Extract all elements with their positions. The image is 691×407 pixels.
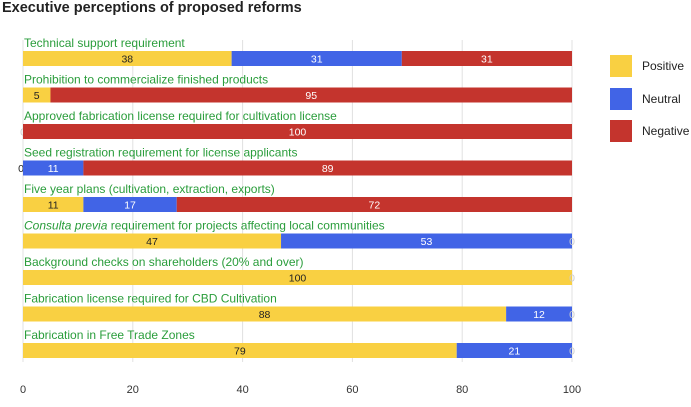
legend-swatch-negative — [610, 120, 632, 142]
category-label: Approved fabrication license required fo… — [24, 109, 337, 123]
x-tick-label: 20 — [127, 384, 139, 396]
category-label: Fabrication license required for CBD Cul… — [24, 292, 277, 306]
data-label: 88 — [259, 309, 271, 321]
x-tick-label: 80 — [456, 384, 468, 396]
legend-item-positive: Positive — [610, 55, 684, 77]
x-tick-label: 0 — [20, 384, 26, 396]
data-label: 31 — [311, 54, 323, 66]
bar-segment-negative — [176, 197, 572, 212]
category-label: Five year plans (cultivation, extraction… — [24, 182, 275, 196]
legend-item-neutral: Neutral — [610, 88, 681, 110]
data-label: 0 — [18, 163, 24, 175]
bar-segment-neutral — [23, 160, 84, 176]
legend-label-negative: Negative — [642, 124, 690, 138]
bar-segment-neutral — [456, 343, 572, 358]
legend-item-negative: Negative — [610, 120, 689, 142]
data-label: 72 — [369, 200, 381, 212]
data-label: 0 — [569, 309, 575, 321]
data-label: 100 — [289, 127, 307, 139]
chart-title: Executive perceptions of proposed reform… — [2, 0, 302, 16]
data-label: 12 — [533, 309, 545, 321]
data-label: 0 — [569, 236, 575, 248]
bar-segment-positive — [23, 233, 282, 249]
legend-swatch-neutral — [610, 88, 632, 110]
data-label: 89 — [322, 163, 334, 175]
data-label: 17 — [124, 200, 136, 212]
legend-label-neutral: Neutral — [642, 92, 681, 106]
bar-segment-negative — [401, 51, 572, 66]
bar-segment-neutral — [231, 51, 402, 66]
bar-segment-positive — [23, 51, 232, 66]
legend-label-positive: Positive — [642, 59, 685, 73]
bar-segment-neutral — [281, 233, 572, 249]
category-label: Background checks on shareholders (20% a… — [24, 255, 304, 269]
x-tick-label: 40 — [236, 384, 248, 396]
bar-segment-positive — [23, 270, 572, 285]
category-label: Seed registration requirement for licens… — [24, 146, 297, 160]
category-label: Consulta previa requirement for projects… — [24, 219, 385, 233]
data-label: 53 — [421, 236, 433, 248]
data-label: 100 — [289, 273, 307, 285]
data-label: 0 — [569, 273, 575, 285]
data-label: 11 — [48, 200, 59, 212]
category-label: Technical support requirement — [24, 36, 185, 50]
bar-segment-negative — [23, 124, 572, 139]
data-label: 31 — [481, 54, 493, 66]
bar-segment-positive — [23, 197, 84, 212]
legend-swatch-positive — [610, 55, 632, 77]
data-label: 47 — [146, 236, 158, 248]
category-label: Fabrication in Free Trade Zones — [24, 328, 195, 342]
x-tick-label: 100 — [563, 384, 581, 396]
bar-segment-neutral — [506, 306, 572, 322]
bar-segment-positive — [23, 343, 457, 358]
x-tick-label: 60 — [346, 384, 358, 396]
bar-segment-negative — [83, 160, 572, 176]
data-label: 38 — [121, 54, 133, 66]
data-label: 11 — [48, 163, 59, 175]
data-label: 79 — [234, 346, 246, 358]
category-label: Prohibition to commercialize finished pr… — [24, 73, 268, 87]
bar-segment-neutral — [83, 197, 177, 212]
data-label: 95 — [305, 90, 317, 102]
data-label: 0 — [569, 346, 575, 358]
bar-segment-positive — [23, 87, 51, 103]
bar-segment-negative — [50, 87, 572, 103]
stacked-bar-chart: 0 20 40 60 80 100 Technical support requiremen… — [18, 36, 581, 396]
data-label: 5 — [34, 90, 40, 102]
bar-segment-positive — [23, 306, 507, 322]
data-label: 21 — [509, 346, 521, 358]
